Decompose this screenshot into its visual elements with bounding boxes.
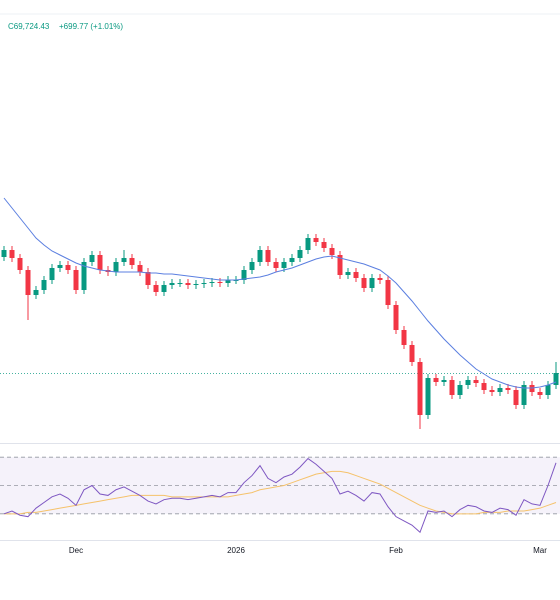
candle-body (89, 255, 95, 262)
candle-body (9, 250, 15, 258)
candle-body (289, 258, 295, 262)
close-label: C69,724.43 (8, 22, 50, 31)
candle-body (177, 283, 183, 284)
candle-body (33, 290, 39, 295)
candle-body (417, 362, 423, 415)
candle-body (97, 255, 103, 270)
candle-body (329, 248, 335, 255)
candle-body (153, 285, 159, 292)
candle-body (361, 278, 367, 288)
x-tick-label: Mar (533, 546, 547, 555)
candle-body (281, 262, 287, 268)
candle-body (393, 305, 399, 330)
candle-body (321, 242, 327, 248)
change-label: +699.77 (+1.01%) (59, 22, 123, 31)
candle-body (41, 280, 47, 290)
candle-body (241, 270, 247, 280)
candle-body (145, 272, 151, 285)
candle-body (201, 283, 207, 284)
candle-body (489, 390, 495, 392)
candle-body (185, 283, 191, 285)
candle-body (297, 250, 303, 258)
candle-body (337, 255, 343, 275)
candle-body (161, 285, 167, 292)
candle-body (377, 278, 383, 280)
candle-body (17, 258, 23, 270)
candle-body (217, 282, 223, 283)
candle-body (345, 272, 351, 275)
candle-body (449, 380, 455, 395)
candle-body (137, 265, 143, 272)
candle-body (129, 258, 135, 265)
candle-body (113, 262, 119, 272)
candle-body (433, 378, 439, 382)
candle-body (169, 283, 175, 285)
candle-body (249, 262, 255, 270)
candle-body (225, 280, 231, 283)
candle-body (521, 385, 527, 405)
candle-body (425, 378, 431, 415)
candle-body (1, 250, 7, 257)
candle-body (457, 385, 463, 395)
rsi-ma-line (4, 470, 557, 515)
candle-body (65, 265, 71, 270)
rsi-line (3, 457, 557, 534)
candle-body (25, 270, 31, 295)
candle-body (505, 388, 511, 390)
candle-body (369, 278, 375, 288)
candle-body (121, 258, 127, 262)
candle-body (409, 345, 415, 362)
candle-body (537, 392, 543, 395)
candle-body (313, 238, 319, 242)
candle-body (57, 265, 63, 268)
candle-body (273, 262, 279, 268)
candle-body (305, 238, 311, 250)
candle-body (193, 284, 199, 285)
candle-body (465, 380, 471, 385)
candle-body (401, 330, 407, 345)
candle-body (81, 262, 87, 290)
candle-body (209, 282, 215, 283)
candle-body (441, 380, 447, 382)
candle-body (473, 380, 479, 383)
candle-body (265, 250, 271, 262)
x-tick-label: Dec (69, 546, 83, 555)
moving-average-line (3, 197, 557, 389)
candle-body (353, 272, 359, 278)
x-tick-label: Feb (389, 546, 403, 555)
candle-body (73, 270, 79, 290)
candle-body (481, 383, 487, 390)
candle-body (257, 250, 263, 262)
candle-body (545, 385, 551, 395)
candle-body (49, 268, 55, 280)
candle-body (553, 373, 559, 385)
candle-body (513, 390, 519, 405)
candle-body (497, 388, 503, 392)
x-tick-label: 2026 (227, 546, 245, 555)
candle-body (385, 280, 391, 305)
